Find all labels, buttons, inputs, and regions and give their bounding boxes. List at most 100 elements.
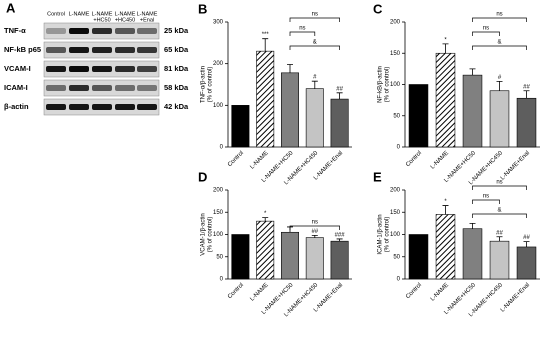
band [137,28,157,34]
band [92,66,112,72]
panel-label: C [373,1,383,16]
bracket-label: ns [483,26,489,32]
lane-label: L-NAME [92,11,113,17]
protein-label: VCAM-I [4,64,31,73]
band [46,85,66,91]
significance-label: * [264,211,267,217]
bar [435,52,456,148]
y-tick-label: 200 [213,188,224,194]
y-tick-label: 200 [390,20,401,26]
x-tick-label: L-NAME+Enal [500,150,531,181]
bracket-label: & [313,40,317,46]
size-label: 25 kDa [164,26,189,35]
significance-label: *** [262,32,270,38]
y-tick-label: 50 [393,254,400,260]
protein-label: TNF-α [4,26,26,35]
error-bar [311,234,318,238]
bar [305,88,324,148]
error-bar [523,90,530,99]
bracket [472,185,527,190]
lane-label: Control [47,11,65,17]
error-bar [496,80,503,91]
y-tick-label: 50 [216,254,223,260]
y-axis-label: TNF-α/β-actin [201,66,207,103]
y-axis-label: (% of control) [385,67,391,103]
x-tick-label: L-NAME [249,150,269,170]
panel-label: A [6,0,16,15]
bar [408,234,429,280]
bracket [289,31,316,36]
significance-label: ### [335,233,346,239]
significance-label: * [444,199,447,205]
significance-label: ## [523,235,530,241]
bar [256,50,275,148]
x-tick-label: L-NAME [430,150,450,170]
band [92,104,112,110]
bar [281,72,299,148]
lane-label: +Enal [140,17,154,23]
bracket [289,45,340,50]
significance-label: # [313,75,317,81]
error-bar [311,80,318,89]
error-bar [496,236,503,242]
y-tick-label: 150 [390,51,401,57]
band [69,28,89,34]
y-tick-label: 150 [390,210,401,216]
y-axis-label: VCAM-1/β-actin [201,213,207,255]
bracket-label: & [497,40,501,46]
protein-label: ICAM-I [4,83,28,92]
bracket-label: ns [299,26,305,32]
significance-label: ## [311,229,318,235]
y-tick-label: 200 [390,188,401,194]
bar [435,214,456,280]
lane-label: L-NAME [69,11,90,17]
band [115,66,135,72]
lane-label: L-NAME [115,11,136,17]
bracket-label: ns [483,194,489,200]
bracket [472,213,527,218]
y-tick-label: 0 [220,277,224,283]
band [137,104,157,110]
panel-label: D [198,169,207,184]
bracket-label: ns [312,12,318,18]
bracket [472,199,500,204]
bracket-label: ns [496,12,502,18]
bracket [472,17,527,22]
bar [408,84,429,148]
y-axis-label: (% of control) [208,67,214,103]
x-tick-label: Control [227,150,245,168]
lane-label: +HC450 [115,17,135,23]
band [92,28,112,34]
y-tick-label: 100 [213,103,224,109]
x-tick-label: L-NAME [249,282,269,302]
band [46,66,66,72]
bracket [472,45,527,50]
significance-label: * [444,37,447,43]
error-bar [262,217,269,222]
y-axis-label: NF-kB/β-actin [378,66,384,103]
error-bar [469,222,476,229]
significance-label: ## [336,86,343,92]
bar [516,246,537,280]
bar [231,234,250,280]
size-label: 42 kDa [164,102,189,111]
error-bar [336,92,343,100]
y-tick-label: 0 [397,145,401,151]
bar [330,240,349,280]
y-axis-label: (% of control) [208,217,214,253]
band [115,104,135,110]
x-tick-label: L-NAME+Enal [500,282,531,313]
bracket [289,17,340,22]
bar [231,105,250,148]
band [137,47,157,53]
lane-label: L-NAME [137,11,158,17]
bracket-label: & [497,208,501,214]
band [46,47,66,53]
band [137,85,157,91]
band [69,104,89,110]
y-tick-label: 100 [390,232,401,238]
bar [256,220,275,280]
band [92,47,112,53]
y-tick-label: 100 [213,232,224,238]
y-tick-label: 50 [393,113,400,119]
